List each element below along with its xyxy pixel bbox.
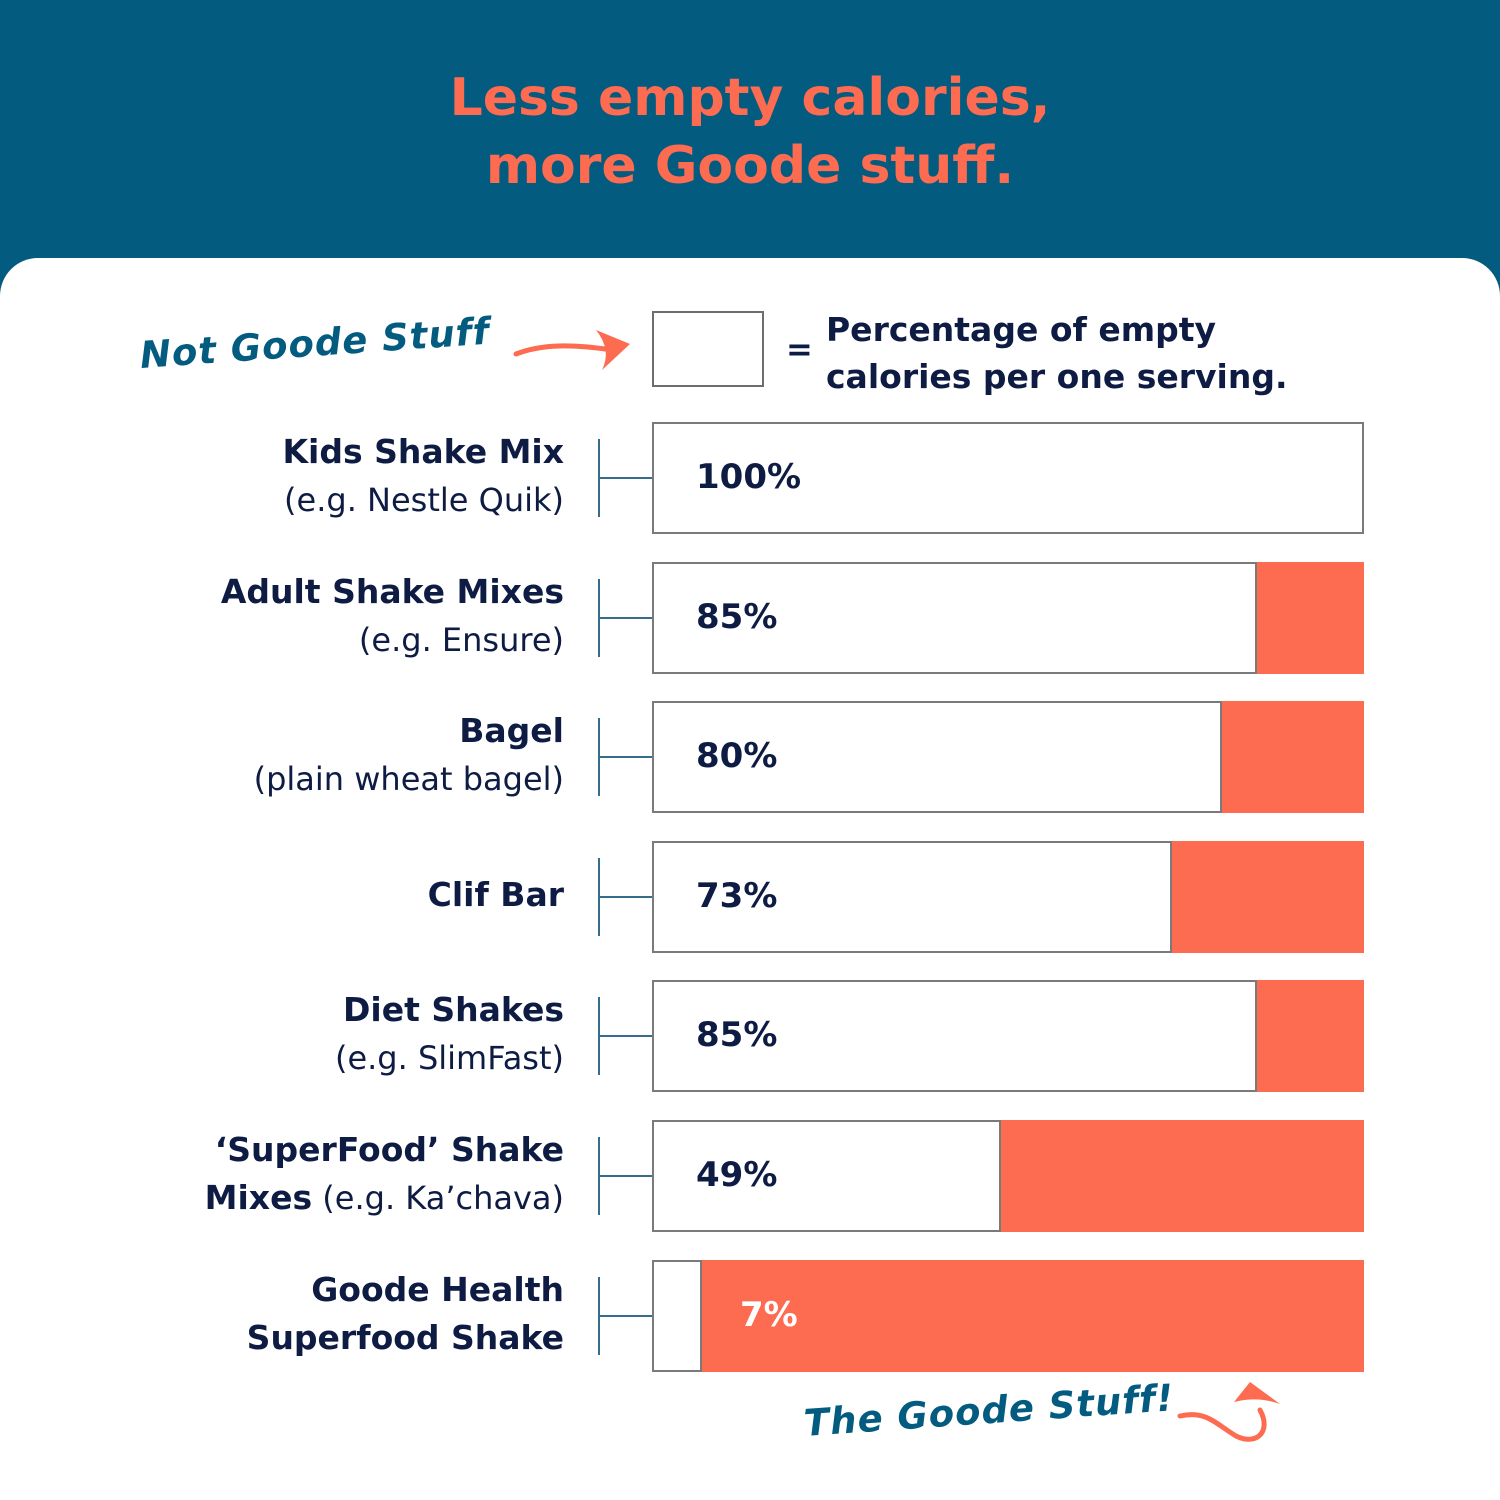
row-label-line: (plain wheat bagel) [84,755,564,803]
header-banner: Less empty calories, more Goode stuff. [0,0,1500,258]
row-note: (e.g. Nestle Quik) [284,481,564,519]
arrow-right-icon [513,330,630,370]
bar-empty-calories [652,980,1257,1092]
bar-value-label: 73% [696,876,778,916]
bar-value-label: 7% [740,1295,798,1335]
bar: 49% [652,1120,1364,1232]
row-label-line: Clif Bar [84,871,564,919]
row-name: Kids Shake Mix [282,432,564,471]
row-tick-connector [600,1175,652,1177]
row-tick-connector [600,477,652,479]
row-note: (plain wheat bagel) [253,760,564,798]
row-label: Kids Shake Mix (e.g. Nestle Quik) [84,428,564,524]
bar: 100% [652,422,1364,534]
bar-empty-calories [652,701,1222,813]
row-note: (e.g. Ka’chava) [312,1179,564,1217]
row-name: Mixes [204,1178,313,1217]
row-tick-connector [600,617,652,619]
row-tick [598,997,600,1075]
row-tick [598,858,600,936]
row-note: (e.g. Ensure) [358,621,564,659]
row-note: (e.g. SlimFast) [334,1039,564,1077]
row-tick-connector [600,1035,652,1037]
bar-empty-calories [652,841,1172,953]
row-label: ‘SuperFood’ Shake Mixes (e.g. Ka’chava) [84,1126,564,1222]
bar: 7% [652,1260,1364,1372]
bar: 73% [652,841,1364,953]
row-label: Diet Shakes (e.g. SlimFast) [84,986,564,1082]
bar-value-label: 100% [696,457,802,497]
legend-line-1: Percentage of empty [826,310,1217,349]
legend-text: Percentage of empty calories per one ser… [826,306,1386,400]
bar: 85% [652,562,1364,674]
row-label-line: Superfood Shake [84,1314,564,1362]
bar-value-label: 49% [696,1155,778,1195]
legend-line-2: calories per one serving. [826,357,1288,396]
row-label: Clif Bar [84,871,564,919]
bar: 85% [652,980,1364,1092]
bar-value-label: 80% [696,736,778,776]
bar-empty-calories [652,562,1257,674]
row-tick [598,1277,600,1355]
row-label-line: (e.g. Ensure) [84,616,564,664]
row-tick-connector [600,896,652,898]
row-label-line: ‘SuperFood’ Shake [84,1126,564,1174]
row-name: Diet Shakes [343,990,564,1029]
bar-empty-calories [652,1260,702,1372]
row-label: Bagel (plain wheat bagel) [84,707,564,803]
row-label-line: Bagel [84,707,564,755]
row-label-line: Mixes (e.g. Ka’chava) [84,1174,564,1222]
legend-swatch [652,311,764,387]
title-line-1: Less empty calories, [449,68,1051,128]
row-tick-connector [600,1315,652,1317]
row-tick [598,718,600,796]
row-name: Superfood Shake [246,1318,564,1357]
row-tick-connector [600,756,652,758]
bar-empty-calories [652,422,1364,534]
row-name: Clif Bar [427,875,564,914]
row-label: Goode Health Superfood Shake [84,1266,564,1362]
row-name: ‘SuperFood’ Shake [214,1130,564,1169]
bar-empty-calories [652,1120,1001,1232]
bar: 80% [652,701,1364,813]
row-label-line: (e.g. SlimFast) [84,1034,564,1082]
row-name: Bagel [459,711,564,750]
arrow-curl-icon [1177,1382,1280,1442]
row-label: Adult Shake Mixes (e.g. Ensure) [84,568,564,664]
title-line-2: more Goode stuff. [485,136,1015,196]
row-label-line: Goode Health [84,1266,564,1314]
bar-value-label: 85% [696,1015,778,1055]
legend-equals: = [786,330,813,368]
row-tick [598,439,600,517]
row-tick [598,579,600,657]
row-label-line: Diet Shakes [84,986,564,1034]
row-label-line: (e.g. Nestle Quik) [84,476,564,524]
page-title: Less empty calories, more Goode stuff. [0,64,1500,200]
row-name: Adult Shake Mixes [220,572,564,611]
row-label-line: Kids Shake Mix [84,428,564,476]
bar-value-label: 85% [696,597,778,637]
row-tick [598,1137,600,1215]
row-name: Goode Health [311,1270,564,1309]
row-label-line: Adult Shake Mixes [84,568,564,616]
